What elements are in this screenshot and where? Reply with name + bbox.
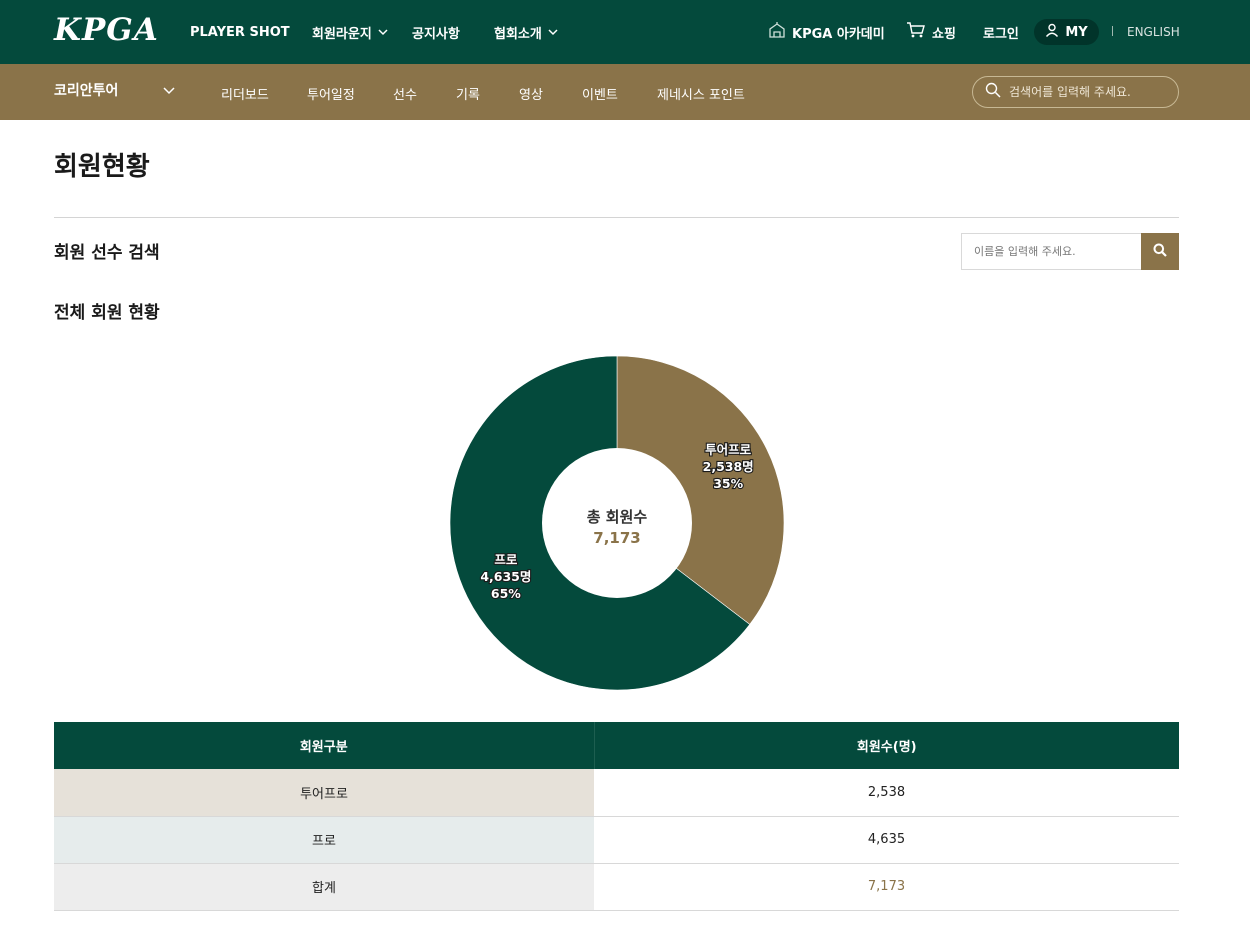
nav-player-shot[interactable]: PLAYER SHOT xyxy=(190,0,290,64)
table-row: 프로 4,635 xyxy=(54,816,1179,864)
table-header-row: 회원구분 회원수(명) xyxy=(54,722,1179,769)
search-icon[interactable] xyxy=(985,82,1001,102)
member-search-form xyxy=(961,233,1179,270)
tour-selector-label: 코리안투어 xyxy=(54,83,119,99)
nav-shopping-label: 쇼핑 xyxy=(932,26,956,42)
english-link[interactable]: ENGLISH xyxy=(1127,0,1180,64)
nav-member-lounge-label: 회원라운지 xyxy=(312,26,372,42)
table-row: 투어프로 2,538 xyxy=(54,769,1179,817)
chevron-down-icon xyxy=(378,26,388,39)
donut-center-label: 총 회원수 xyxy=(587,508,648,526)
donut-label-1-1: 4,635명 xyxy=(480,569,531,584)
chevron-down-icon[interactable] xyxy=(163,64,175,118)
subnav-item-label: 이벤트 xyxy=(582,87,618,103)
table-cell-category: 프로 xyxy=(54,816,594,864)
my-label: MY xyxy=(1065,24,1088,40)
subnav-events[interactable]: 이벤트 xyxy=(582,64,618,122)
member-search-button[interactable] xyxy=(1141,233,1179,270)
my-button[interactable]: MY xyxy=(1034,19,1099,45)
nav-about[interactable]: 협회소개 xyxy=(494,0,558,64)
nav-player-shot-label: PLAYER SHOT xyxy=(190,24,290,40)
page-title: 회원현황 xyxy=(54,152,150,182)
table-cell-category: 투어프로 xyxy=(54,769,594,817)
subnav-leaderboard[interactable]: 리더보드 xyxy=(221,64,269,122)
member-search-input[interactable] xyxy=(961,233,1141,270)
donut-hole xyxy=(542,448,692,598)
login-label: 로그인 xyxy=(983,26,1019,42)
chevron-down-icon xyxy=(548,26,558,39)
nav-notice-label: 공지사항 xyxy=(412,26,460,42)
user-icon xyxy=(1045,23,1059,41)
table-cell-category: 합계 xyxy=(54,863,594,911)
academy-icon xyxy=(768,21,786,43)
table-row-total: 합계 7,173 xyxy=(54,863,1179,911)
global-search-input[interactable] xyxy=(1009,85,1159,99)
donut-label-0-0: 투어프로 xyxy=(705,442,752,457)
table-cell-count: 2,538 xyxy=(594,769,1179,817)
nav-about-label: 협회소개 xyxy=(494,26,542,42)
subnav-records[interactable]: 기록 xyxy=(456,64,480,122)
nav-member-lounge[interactable]: 회원라운지 xyxy=(312,0,388,64)
sub-navigation: 코리안투어 리더보드 투어일정 선수 기록 영상 이벤트 제네시스 포인트 xyxy=(0,64,1250,120)
subnav-genesis-points[interactable]: 제네시스 포인트 xyxy=(657,64,745,122)
title-divider xyxy=(54,217,1179,218)
member-search-title: 회원 선수 검색 xyxy=(54,243,160,263)
nav-shopping[interactable]: 쇼핑 xyxy=(906,0,956,64)
search-icon xyxy=(1153,243,1167,260)
header-divider xyxy=(1112,26,1113,36)
donut-slice-0[interactable] xyxy=(616,355,785,625)
subnav-item-label: 리더보드 xyxy=(221,87,269,103)
english-label: ENGLISH xyxy=(1127,25,1180,39)
kpga-logo[interactable]: KPGA xyxy=(54,12,159,48)
nav-academy-label: KPGA 아카데미 xyxy=(792,26,885,42)
member-stats-table: 회원구분 회원수(명) 투어프로 2,538 프로 4,635 합계 7,173 xyxy=(54,722,1179,911)
donut-label-0-2: 35% xyxy=(713,476,743,491)
subnav-item-label: 투어일정 xyxy=(307,87,355,103)
subnav-videos[interactable]: 영상 xyxy=(519,64,543,122)
table-header-count: 회원수(명) xyxy=(594,722,1179,769)
cart-icon xyxy=(906,21,926,43)
donut-label-0-1: 2,538명 xyxy=(703,459,754,474)
nav-academy[interactable]: KPGA 아카데미 xyxy=(768,0,885,64)
table-cell-count: 7,173 xyxy=(594,863,1179,911)
donut-label-1-0: 프로 xyxy=(494,552,518,567)
subnav-schedule[interactable]: 투어일정 xyxy=(307,64,355,122)
overview-title: 전체 회원 현황 xyxy=(54,303,160,323)
table-header-category: 회원구분 xyxy=(54,722,595,769)
tour-selector[interactable]: 코리안투어 xyxy=(54,64,118,116)
subnav-item-label: 기록 xyxy=(456,87,480,103)
subnav-item-label: 선수 xyxy=(393,87,417,103)
member-donut-chart: 투어프로 2,538명 35% 프로 4,635명 65% 총 회원수 7,173 xyxy=(449,355,785,691)
global-search xyxy=(972,76,1179,108)
nav-notice[interactable]: 공지사항 xyxy=(412,0,460,64)
login-link[interactable]: 로그인 xyxy=(983,0,1019,64)
subnav-item-label: 영상 xyxy=(519,87,543,103)
table-cell-count: 4,635 xyxy=(594,816,1179,864)
donut-center-value: 7,173 xyxy=(593,529,640,547)
top-header: KPGA PLAYER SHOT 회원라운지 공지사항 협회소개 KPGA 아카… xyxy=(0,0,1250,64)
subnav-players[interactable]: 선수 xyxy=(393,64,417,122)
subnav-item-label: 제네시스 포인트 xyxy=(657,87,745,103)
donut-label-1-2: 65% xyxy=(491,586,521,601)
